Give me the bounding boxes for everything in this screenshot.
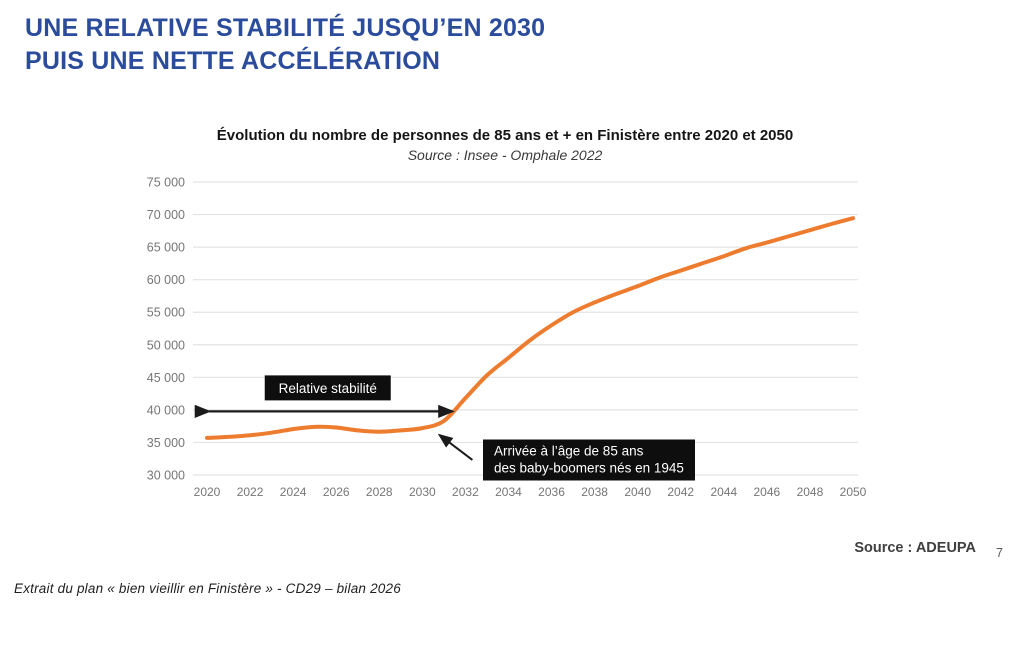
footer-note: Extrait du plan « bien vieillir en Finis… [14,581,401,596]
x-axis-tick-label: 2038 [581,485,608,499]
x-axis-tick-label: 2036 [538,485,565,499]
x-axis-tick-label: 2020 [194,485,221,499]
annotation-text-line2: des baby-boomers nés en 1945 [494,461,684,476]
chart-title: Évolution du nombre de personnes de 85 a… [216,127,794,144]
x-axis-tick-label: 2022 [237,485,264,499]
x-axis-tick-label: 2046 [754,485,781,499]
y-axis-tick-label: 60 000 [147,273,185,287]
y-axis-tick-label: 30 000 [147,469,185,483]
x-axis-tick-label: 2024 [280,485,307,499]
page-number: 7 [996,546,1003,560]
x-axis-tick-label: 2044 [710,485,737,499]
x-axis-tick-label: 2048 [797,485,824,499]
y-axis-tick-label: 35 000 [147,436,185,450]
chart-subtitle: Source : Insee - Omphale 2022 [407,147,603,163]
y-axis-tick-label: 55 000 [147,306,185,320]
annotation-relative-stabilite: Relative stabilité [194,375,455,418]
x-axis-tick-label: 2030 [409,485,436,499]
x-axis-tick-label: 2040 [624,485,651,499]
annotation-text-line1: Arrivée à l’âge de 85 ans [494,444,644,459]
slide-heading: UNE RELATIVE STABILITÉ JUSQU’EN 2030 PUIS… [25,12,545,78]
annotation-box [483,439,695,481]
trend-line [205,216,855,440]
y-axis-tick-label: 70 000 [147,208,185,222]
x-axis-tick-label: 2042 [667,485,694,499]
y-axis-tick-label: 45 000 [147,371,185,385]
x-axis-tick-label: 2034 [495,485,522,499]
annotation-text: Relative stabilité [279,381,377,396]
y-axis-tick-label: 40 000 [147,403,185,417]
x-axis-tick-label: 2026 [323,485,350,499]
x-axis-tick-label: 2050 [840,485,867,499]
y-axis-tick-label: 50 000 [147,338,185,352]
callout-arrow [437,433,474,461]
x-axis-tick-label: 2032 [452,485,479,499]
slide-heading-line1: UNE RELATIVE STABILITÉ JUSQU’EN 2030 [25,14,546,42]
annotation-box [264,375,391,401]
y-axis-tick-label: 75 000 [147,176,185,190]
line-chart: 30 000 35 000 40 000 45 000 50 000 55 000 60 0… [147,176,867,500]
x-axis-tick-label: 2028 [366,485,393,499]
annotation-baby-boomers: Arrivée à l’âge de 85 ans des baby-boomer… [437,433,695,481]
y-axis-tick-label: 65 000 [147,241,185,255]
chart-source-label: Source : ADEUPA [854,540,976,556]
slide-heading-line2: PUIS UNE NETTE ACCÉLÉRATION [25,47,441,75]
